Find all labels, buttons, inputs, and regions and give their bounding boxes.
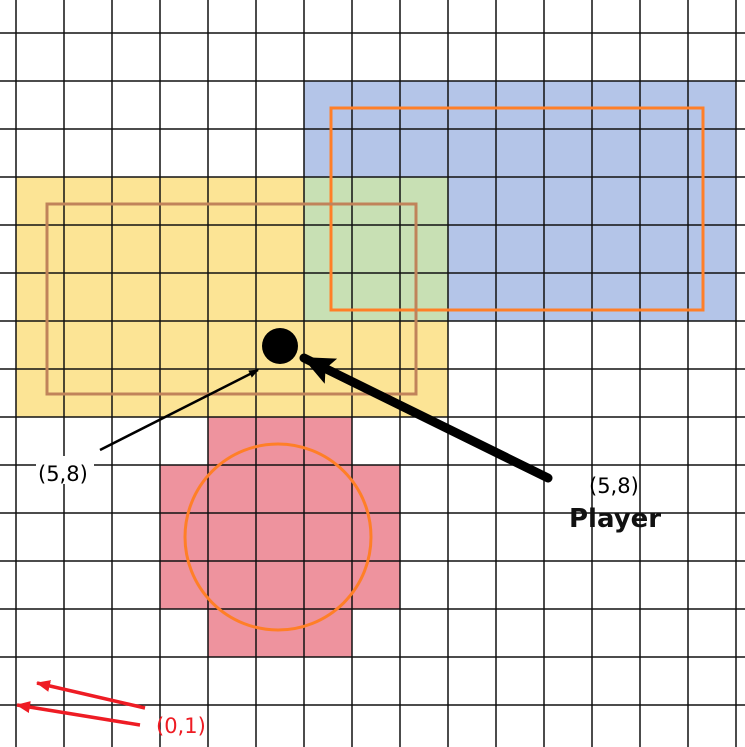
player-arrow bbox=[299, 353, 553, 483]
orange-bounding-box bbox=[329, 106, 705, 312]
red-arrow-upper bbox=[36, 680, 146, 710]
brown-bounding-box bbox=[45, 202, 418, 396]
red-zone-horizontal bbox=[160, 465, 400, 609]
green-overlap-zone bbox=[304, 177, 448, 321]
label-bg bbox=[36, 456, 94, 484]
thin-arrow bbox=[99, 368, 259, 452]
orange-circle-range bbox=[183, 442, 373, 632]
player-label: Player bbox=[569, 504, 661, 534]
red-arrow-lower bbox=[16, 701, 141, 727]
point-label-left: (5,8) bbox=[38, 462, 88, 486]
origin-label: (0,1) bbox=[156, 714, 206, 738]
point-label-right: (5,8) bbox=[589, 474, 639, 498]
player-dot bbox=[262, 328, 298, 364]
